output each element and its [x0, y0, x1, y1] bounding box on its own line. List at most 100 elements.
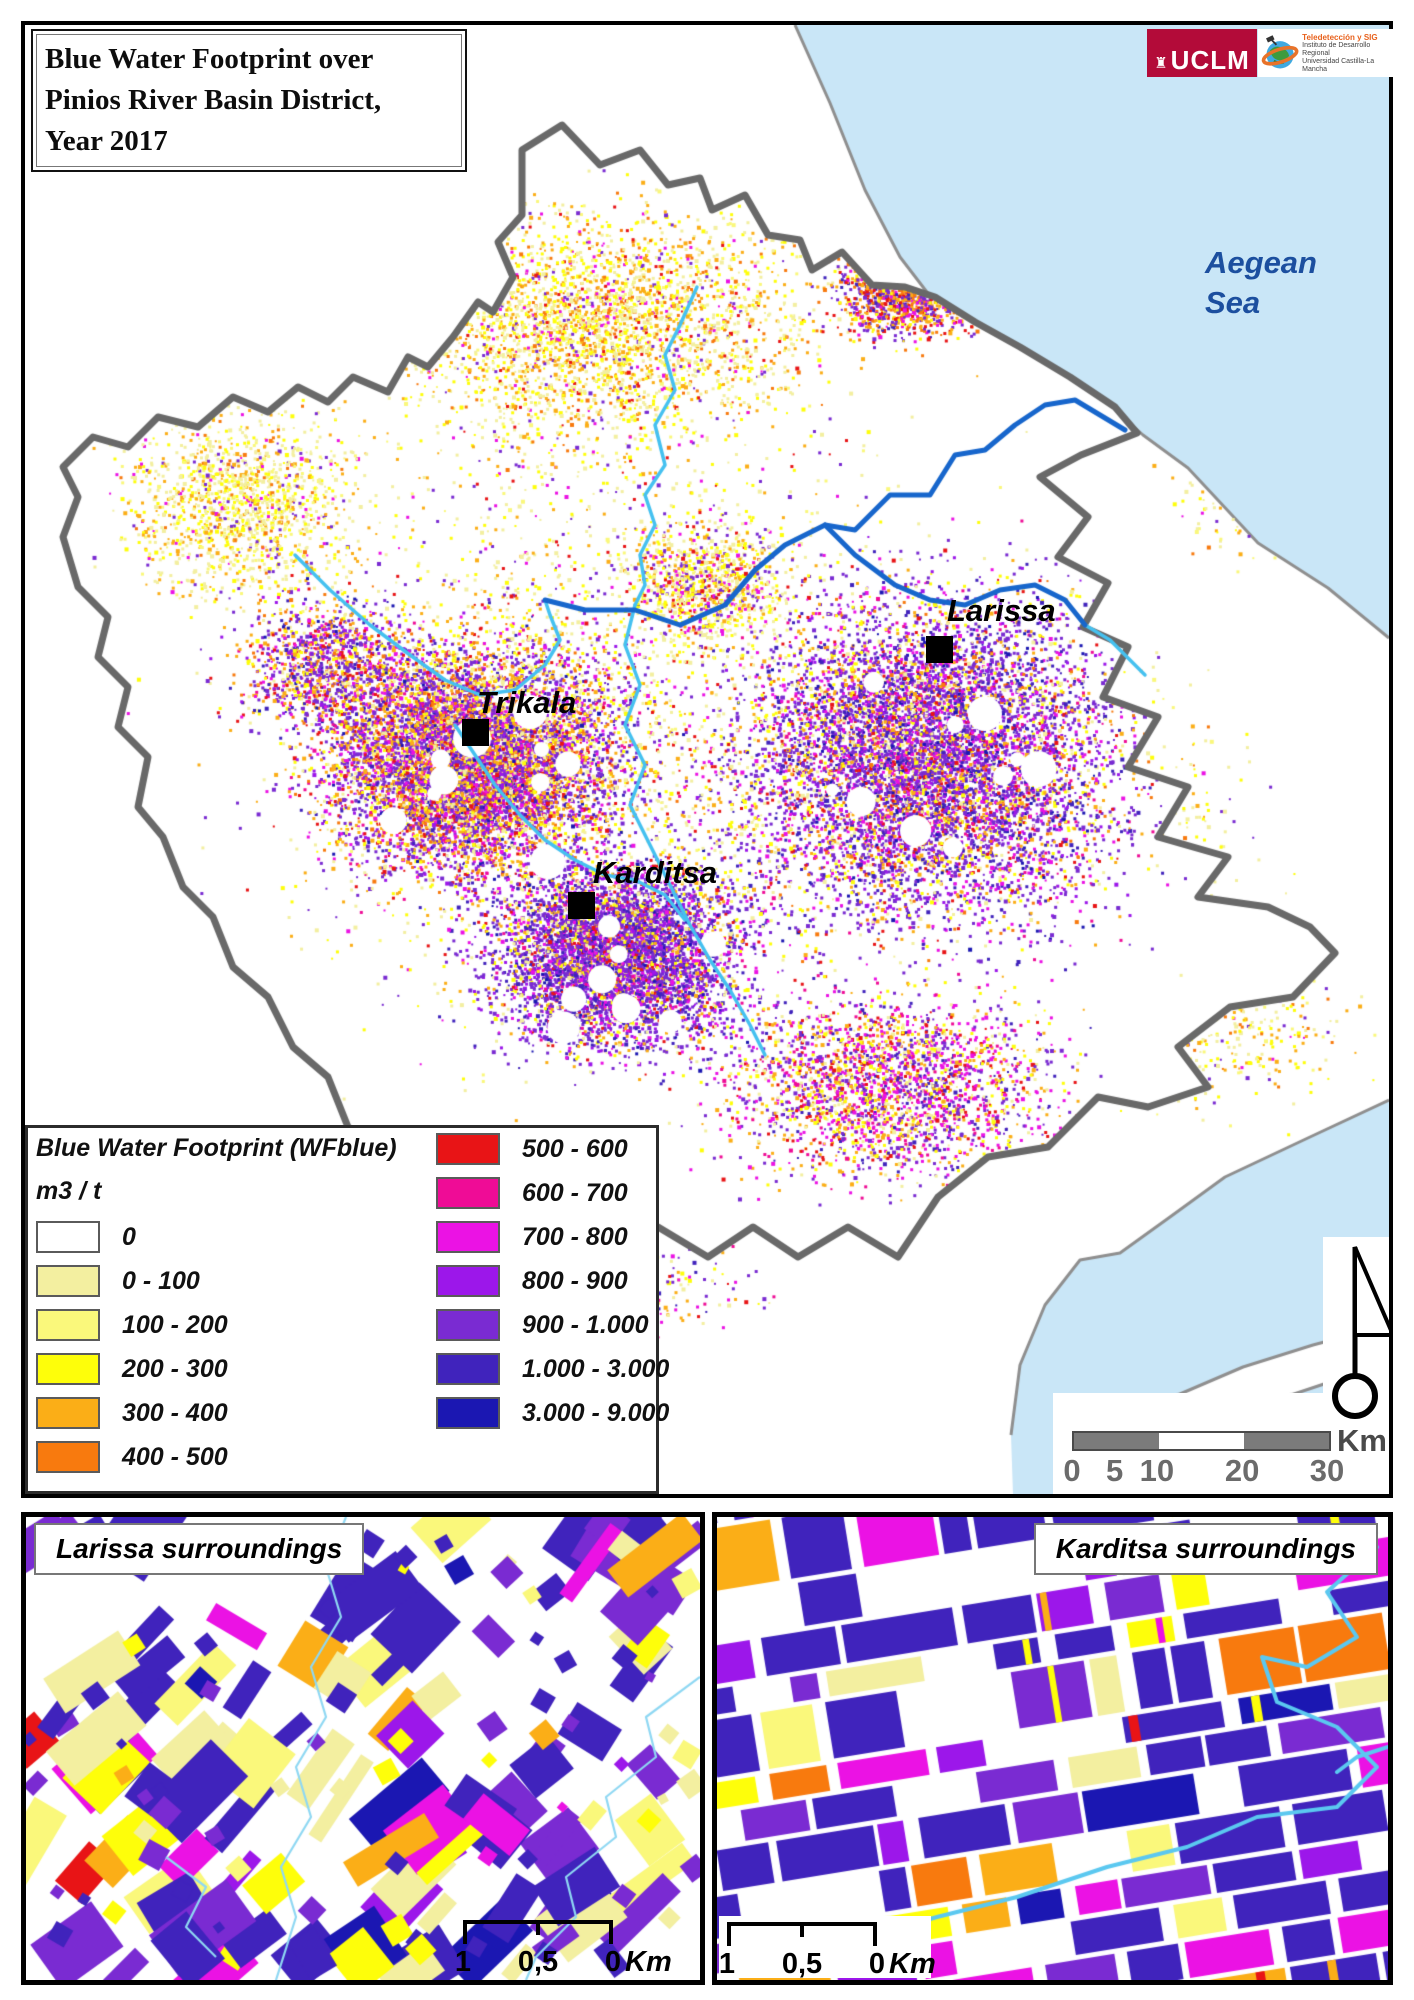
city-marker-karditsa [568, 892, 595, 919]
scale-bracket [463, 1920, 613, 1946]
legend-swatch [436, 1397, 500, 1429]
legend-unit: m3 / t [36, 1177, 102, 1205]
legend-class-label: 900 - 1.000 [522, 1310, 649, 1339]
legend-left-column: Blue Water Footprint (WFblue) m3 / t 0 0… [36, 1133, 434, 1485]
legend-class-label: 100 - 200 [122, 1310, 228, 1339]
legend-row: 0 [36, 1221, 434, 1253]
globe-icon [1261, 35, 1299, 69]
gis-institute-logo: Teledetección y SIG Instituto de Desarro… [1258, 29, 1395, 77]
gis-logo-line1: Teledetección y SIG [1302, 32, 1378, 42]
inset-karditsa: Karditsa surroundings 1 0,5 0 Km [712, 1512, 1393, 1985]
legend-row: 300 - 400 [36, 1397, 434, 1429]
scale-tick-label: 5 [1105, 1453, 1124, 1488]
scale-tick-label: 0 [868, 1948, 886, 1980]
legend-class-label: 300 - 400 [122, 1398, 228, 1427]
scale-segment [1244, 1433, 1329, 1449]
scale-bar-segments [1072, 1431, 1331, 1451]
legend-class-label: 3.000 - 9.000 [522, 1398, 670, 1427]
legend-row: 100 - 200 [36, 1309, 434, 1341]
city-marker-trikala [462, 719, 489, 746]
scale-unit: Km [625, 1946, 672, 1978]
scale-bracket [727, 1922, 877, 1948]
legend-class-label: 800 - 900 [522, 1266, 628, 1295]
inset-larissa: Larissa surroundings 1 0,5 0 Km [21, 1512, 705, 1985]
legend-swatch [36, 1441, 100, 1473]
legend-row: 600 - 700 [436, 1177, 666, 1209]
legend-swatch [36, 1265, 100, 1297]
scale-tick-label: 0,5 [781, 1948, 823, 1980]
gis-logo-line2: Instituto de Desarrollo Regional [1302, 41, 1371, 57]
scale-segment [1074, 1433, 1159, 1449]
sea-label-line2: Sea [1205, 285, 1261, 320]
scale-tick-label: 10 [1139, 1453, 1175, 1488]
legend-swatch [436, 1177, 500, 1209]
legend-class-label: 0 [122, 1222, 136, 1251]
scale-segment [1159, 1433, 1244, 1449]
legend-row: 3.000 - 9.000 [436, 1397, 670, 1429]
scale-tick-label: 0 [604, 1946, 622, 1978]
main-map: Blue Water Footprint over Pinios River B… [21, 21, 1397, 1498]
legend-right-column: 500 - 600 600 - 700 700 - 800 800 - 900 … [436, 1133, 670, 1441]
legend-row: 800 - 900 [436, 1265, 666, 1297]
scale-tick-label: 30 [1309, 1453, 1345, 1488]
legend-class-label: 1.000 - 3.000 [522, 1354, 670, 1383]
map-title-line3: Year 2017 [45, 125, 168, 157]
map-title-line1: Blue Water Footprint over [45, 43, 374, 75]
scale-tick-label: 1 [454, 1946, 472, 1978]
legend-swatch [436, 1353, 500, 1385]
sea-label-line1: Aegean [1205, 245, 1317, 280]
uclm-logo-label: UCLM [1170, 45, 1250, 75]
legend-class-label: 0 - 100 [122, 1266, 200, 1295]
legend-swatch [36, 1397, 100, 1429]
legend-title: Blue Water Footprint (WFblue) [36, 1134, 397, 1162]
map-legend: Blue Water Footprint (WFblue) m3 / t 0 0… [25, 1125, 669, 1494]
legend-class-label: 700 - 800 [522, 1222, 628, 1251]
legend-swatch [36, 1221, 100, 1253]
city-marker-larissa [926, 636, 953, 663]
scale-backing [719, 1916, 931, 1978]
north-arrow [1323, 1237, 1397, 1423]
scale-tick-label: 20 [1224, 1453, 1260, 1488]
city-label-larissa: Larissa [947, 593, 1056, 628]
inset-karditsa-scale: 1 0,5 0 Km [719, 1916, 936, 1982]
gis-logo-text: Teledetección y SIG Instituto de Desarro… [1302, 33, 1392, 74]
legend-class-label: 200 - 300 [122, 1354, 228, 1383]
scale-tick-label: 0,5 [517, 1946, 559, 1978]
legend-class-label: 500 - 600 [522, 1134, 628, 1163]
inset-larissa-scale: 1 0,5 0 Km [455, 1920, 672, 1980]
inset-karditsa-canvas [717, 1517, 1388, 1980]
inset-larissa-title: Larissa surroundings [34, 1523, 365, 1575]
map-title: Blue Water Footprint over Pinios River B… [31, 29, 467, 172]
legend-row: 900 - 1.000 [436, 1309, 666, 1341]
uclm-logo: ♜ UCLM [1147, 29, 1257, 77]
inset-larissa-canvas [26, 1517, 700, 1980]
scale-bar-unit: Km [1337, 1423, 1387, 1458]
map-title-line2: Pinios River Basin District, [45, 84, 382, 116]
uclm-emblem-icon: ♜ [1154, 55, 1168, 72]
sea-label: Aegean Sea [1205, 243, 1317, 323]
scale-unit: Km [889, 1948, 936, 1980]
legend-class-label: 600 - 700 [522, 1178, 628, 1207]
legend-row: 700 - 800 [436, 1221, 666, 1253]
legend-swatch [436, 1309, 500, 1341]
city-label-trikala: Trikala [477, 685, 577, 720]
inset-karditsa-title: Karditsa surroundings [1033, 1523, 1378, 1575]
scale-tick-label: 1 [718, 1948, 736, 1980]
legend-swatch [36, 1309, 100, 1341]
north-arrow-icon [1332, 1246, 1397, 1419]
legend-swatch [436, 1133, 500, 1165]
legend-swatch [436, 1265, 500, 1297]
scale-bar-labels: 0 5 10 20 30 [1063, 1453, 1344, 1488]
gis-logo-line3: Universidad Castilla-La Mancha [1302, 57, 1375, 73]
legend-row: 0 - 100 [36, 1265, 434, 1297]
scale-tick-label: 0 [1063, 1453, 1081, 1488]
legend-swatch [36, 1353, 100, 1385]
legend-swatch [436, 1221, 500, 1253]
legend-row: 400 - 500 [36, 1441, 434, 1473]
legend-row: 1.000 - 3.000 [436, 1353, 670, 1385]
legend-class-label: 400 - 500 [122, 1442, 228, 1471]
city-label-karditsa: Karditsa [593, 855, 718, 890]
legend-row: 500 - 600 [436, 1133, 666, 1165]
legend-row: 200 - 300 [36, 1353, 434, 1385]
